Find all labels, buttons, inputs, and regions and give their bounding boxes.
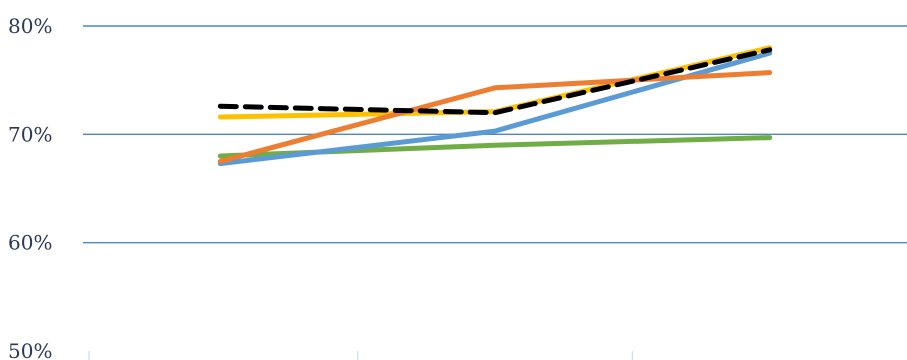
series-line-3 bbox=[217, 70, 773, 164]
series-lines bbox=[217, 45, 773, 167]
category-dividers bbox=[88, 351, 633, 360]
y-tick-label-2: 70% bbox=[8, 122, 52, 146]
y-axis-tick-labels: 50% 60% 70% 80% bbox=[8, 14, 52, 360]
y-tick-label-3: 80% bbox=[8, 14, 52, 38]
y-tick-label-0: 50% bbox=[8, 339, 52, 360]
series-line-4 bbox=[217, 47, 773, 116]
gridlines bbox=[83, 25, 907, 244]
y-tick-label-1: 60% bbox=[8, 231, 52, 255]
